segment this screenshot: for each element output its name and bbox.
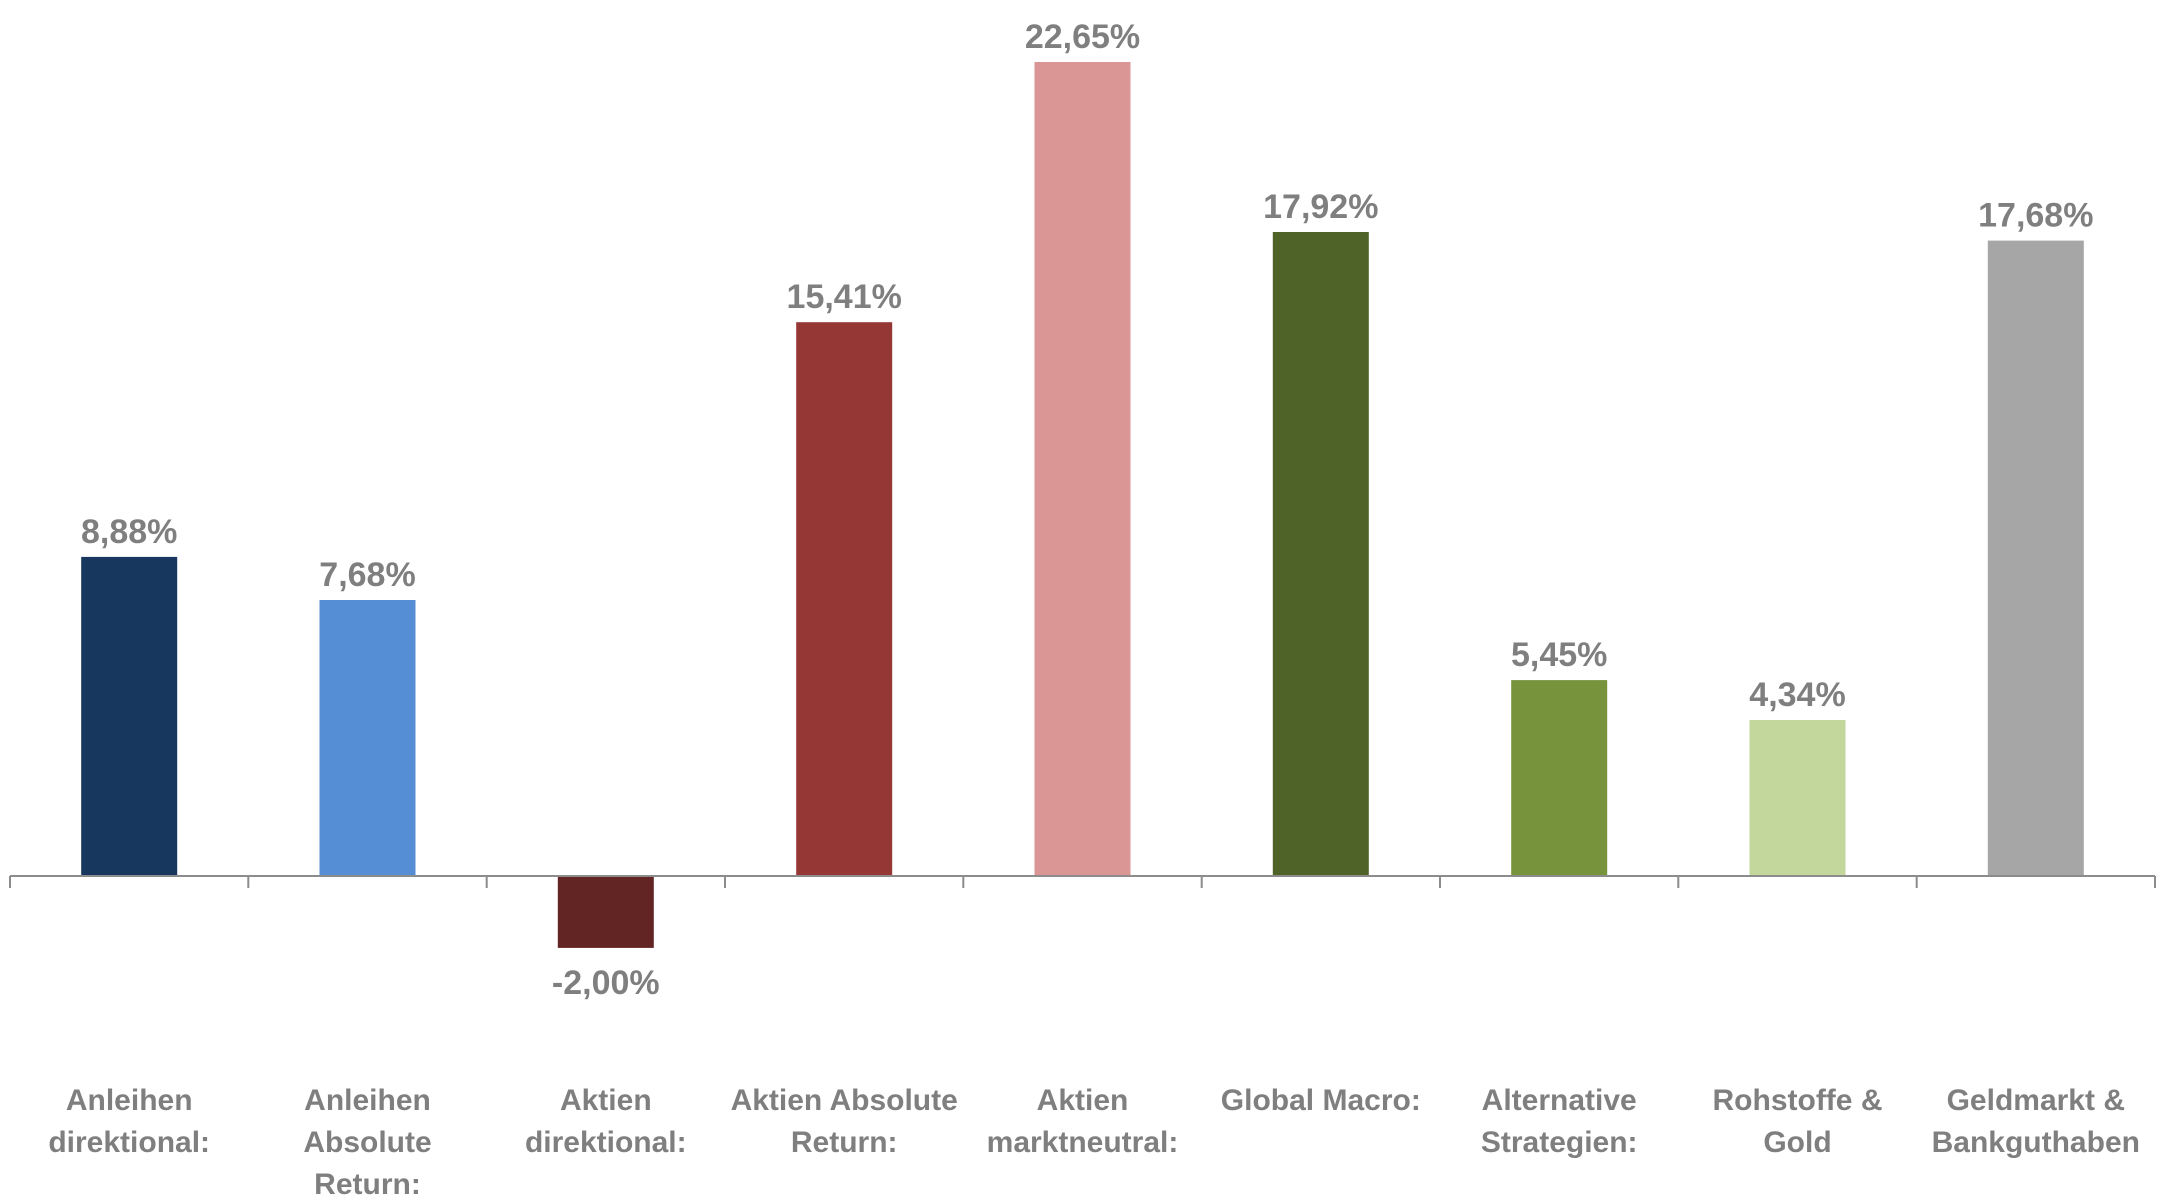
category-label-4: Aktien marktneutral: <box>987 1084 1179 1159</box>
value-label-4: 22,65% <box>1025 18 1140 56</box>
bar-5 <box>1272 232 1369 876</box>
category-label-2: Aktien direktional: <box>525 1084 687 1159</box>
category-labels-layer: Anleihen direktional: Anleihen Absolute Retu… <box>48 1084 2140 1199</box>
bar-7 <box>1749 720 1846 876</box>
category-label-0: Anleihen direktional: <box>48 1084 210 1159</box>
bar-4 <box>1034 62 1131 876</box>
bar-0 <box>81 556 178 876</box>
value-label-2: -2,00% <box>552 964 660 1002</box>
bar-6 <box>1511 680 1608 876</box>
category-label-3: Aktien Absolute Return: <box>731 1084 958 1159</box>
bar-2 <box>557 876 654 948</box>
category-label-1: Anleihen Absolute Return: <box>303 1084 431 1199</box>
value-label-6: 5,45% <box>1511 636 1607 674</box>
value-label-7: 4,34% <box>1749 676 1845 714</box>
value-labels-layer: 8,88% 7,68% -2,00% 15,41% 22,65% 17,92% 5,45% 4… <box>81 18 2093 1002</box>
bars-layer <box>81 62 2084 948</box>
category-label-8: Geldmarkt & Bankguthaben <box>1932 1084 2140 1159</box>
x-axis <box>9 875 2156 888</box>
category-label-6: Alternative Strategien: <box>1481 1084 1638 1159</box>
value-label-5: 17,92% <box>1263 188 1378 226</box>
bar-1 <box>319 600 416 876</box>
value-label-0: 8,88% <box>81 513 177 551</box>
bar-8 <box>1987 240 2084 877</box>
bar-3 <box>796 322 893 876</box>
value-label-8: 17,68% <box>1978 197 2093 235</box>
category-label-5: Global Macro: <box>1221 1084 1421 1117</box>
value-label-3: 15,41% <box>787 278 902 316</box>
value-label-1: 7,68% <box>319 556 415 594</box>
category-label-7: Rohstoffe & Gold <box>1713 1084 1883 1159</box>
